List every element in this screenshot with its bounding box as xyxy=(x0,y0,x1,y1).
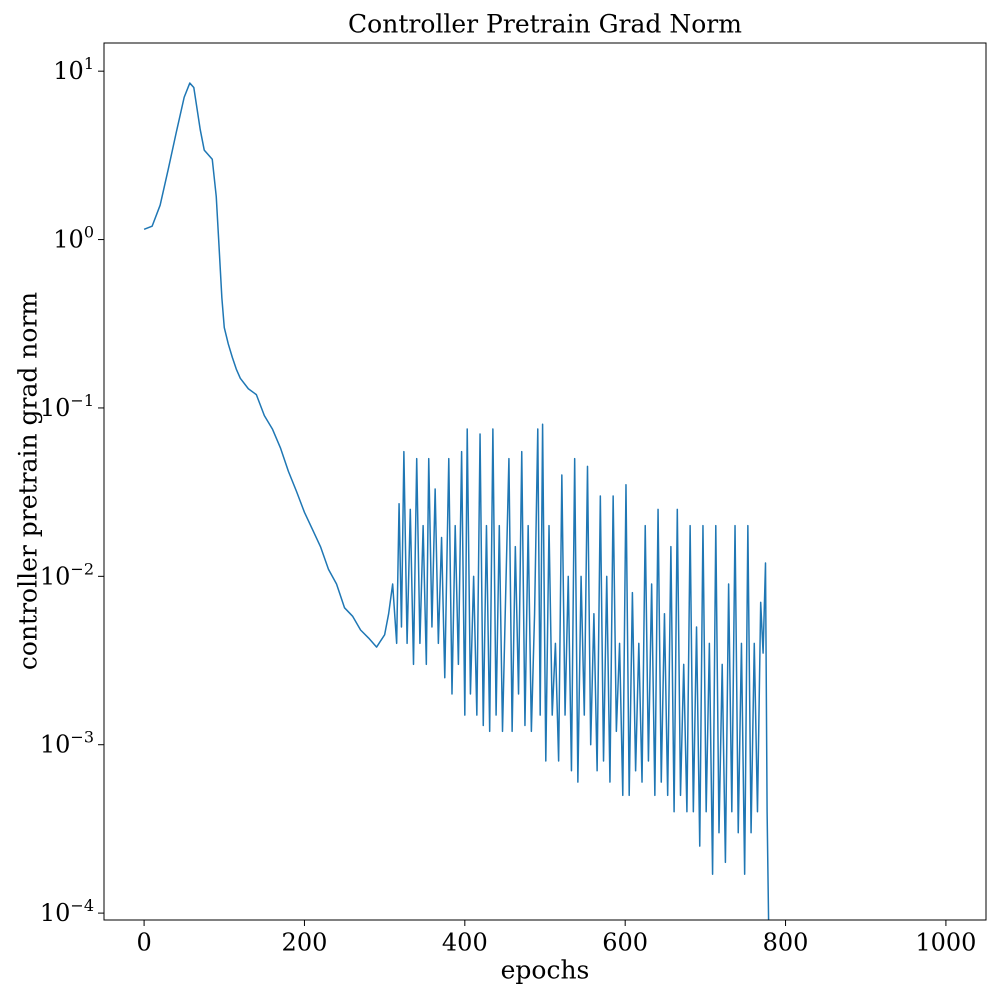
x-tick-label: 400 xyxy=(442,929,488,957)
x-tick-label: 200 xyxy=(282,929,328,957)
plot-frame xyxy=(103,42,987,921)
y-tick-label: 10−4 xyxy=(40,896,94,927)
y-tick-label: 100 xyxy=(53,223,94,254)
y-axis-label: controller pretrain grad norm xyxy=(14,292,43,670)
y-tick-label: 10−2 xyxy=(40,559,94,590)
y-tick-label: 10−1 xyxy=(40,391,94,422)
x-tick-label: 0 xyxy=(136,929,151,957)
data-line xyxy=(143,82,770,920)
x-tick-label: 1000 xyxy=(915,929,976,957)
x-axis-label: epochs xyxy=(501,956,590,985)
chart-title: Controller Pretrain Grad Norm xyxy=(348,10,742,39)
x-tick-label: 600 xyxy=(602,929,648,957)
y-tick-label: 10−3 xyxy=(40,728,94,759)
x-tick-label: 800 xyxy=(763,929,809,957)
y-tick-label: 101 xyxy=(53,54,94,85)
